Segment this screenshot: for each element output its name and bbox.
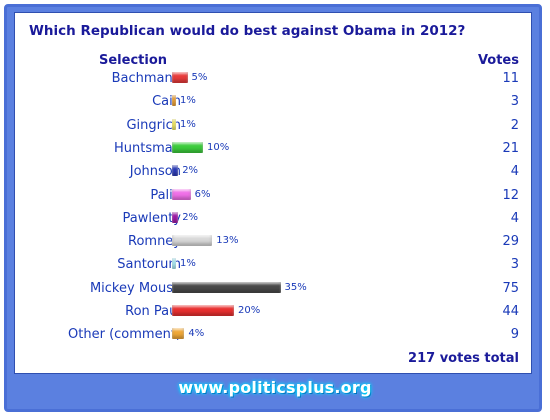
poll-row: Bachmann 5% 11 [15, 68, 531, 90]
poll-panel: Which Republican would do best against O… [14, 12, 532, 374]
percent-label: 35% [284, 281, 307, 293]
site-url[interactable]: www.politicsplus.org [178, 378, 372, 397]
vote-bar [172, 328, 185, 340]
vote-count: 12 [502, 187, 519, 203]
candidate-label: Mickey Mouse [89, 280, 181, 296]
vote-bar [172, 258, 176, 270]
percent-label: 4% [188, 328, 205, 340]
votes-header: Votes [477, 53, 519, 68]
vote-count: 21 [502, 140, 519, 156]
vote-bar [172, 118, 176, 130]
poll-row: Huntsman 10% 21 [15, 138, 531, 160]
poll-row: Ron Paul 20% 44 [15, 301, 531, 323]
vote-count: 4 [510, 210, 519, 226]
vote-bar [172, 165, 179, 177]
percent-label: 1% [180, 95, 196, 107]
chart-title: Which Republican would do best against O… [29, 23, 466, 39]
vote-bar [172, 95, 176, 107]
candidate-label: Pawlenty [122, 210, 182, 226]
vote-bar [172, 305, 234, 316]
candidate-label: Santorum [117, 257, 181, 273]
percent-label: 5% [191, 72, 208, 83]
percent-label: 2% [182, 211, 199, 223]
vote-bar [172, 141, 203, 153]
candidate-label: Ron Paul [125, 304, 181, 319]
vote-bar [172, 188, 191, 200]
poll-row: Gingrich 1% 2 [15, 115, 531, 137]
candidate-label: Other (comment) [68, 327, 181, 343]
votes-total: 217 votes total [408, 351, 519, 366]
poll-row: Cain 1% 3 [15, 91, 531, 113]
vote-bar [172, 72, 188, 83]
poll-row: Santorum 1% 3 [15, 254, 531, 276]
percent-label: 2% [182, 165, 199, 177]
vote-bar [172, 281, 281, 293]
selection-header: Selection [99, 53, 168, 68]
vote-count: 29 [502, 234, 519, 250]
candidate-label: Gingrich [126, 117, 181, 133]
vote-count: 11 [502, 71, 519, 86]
poll-row: Johnson 2% 4 [15, 161, 531, 183]
vote-count: 3 [510, 94, 519, 110]
poll-row: Palin 6% 12 [15, 185, 531, 207]
candidate-label: Romney [128, 234, 181, 250]
percent-label: 10% [207, 141, 230, 153]
vote-count: 4 [510, 164, 519, 180]
poll-row: Other (comment) 4% 9 [15, 324, 531, 346]
vote-count: 3 [510, 257, 519, 273]
poll-row: Romney 13% 29 [15, 231, 531, 253]
poll-row: Pawlenty 2% 4 [15, 208, 531, 230]
vote-count: 9 [510, 327, 519, 343]
percent-label: 6% [194, 188, 211, 200]
candidate-label: Huntsman [114, 140, 181, 156]
vote-count: 2 [510, 117, 519, 133]
vote-bar [172, 235, 213, 247]
candidate-label: Cain [152, 94, 181, 110]
percent-label: 1% [180, 118, 196, 130]
poll-row: Mickey Mouse 35% 75 [15, 278, 531, 300]
vote-bar [172, 211, 179, 223]
vote-count: 44 [502, 304, 519, 319]
percent-label: 20% [238, 305, 261, 316]
candidate-label: Bachmann [111, 71, 181, 86]
vote-count: 75 [502, 280, 519, 296]
candidate-label: Johnson [129, 164, 181, 180]
percent-label: 1% [180, 258, 196, 270]
percent-label: 13% [216, 235, 239, 247]
